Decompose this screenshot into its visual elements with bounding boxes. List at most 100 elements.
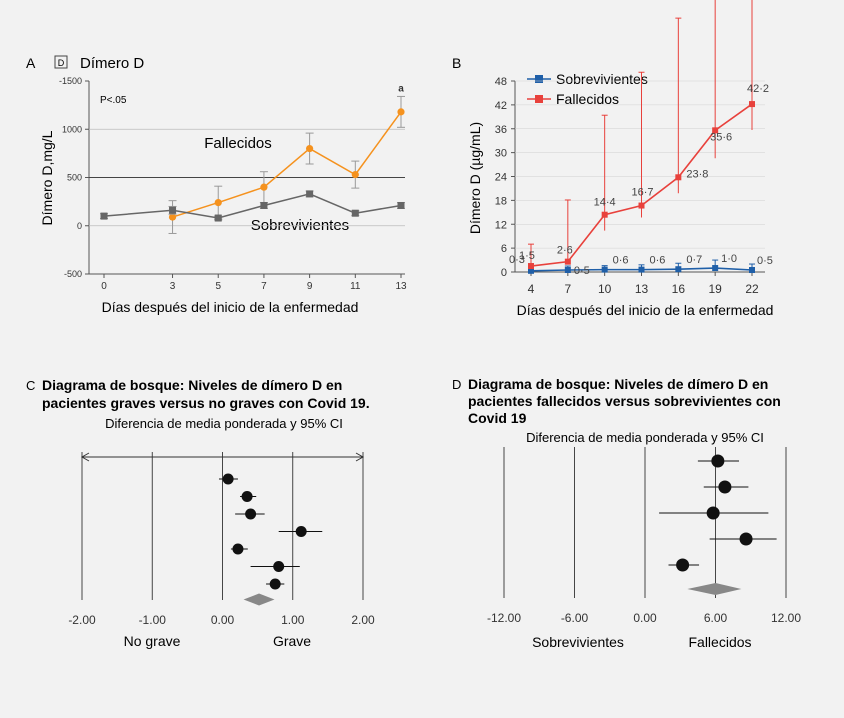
study-point xyxy=(245,508,257,520)
panel-d-plot: -12.00 -6.00 0.00 6.00 12.00 xyxy=(487,447,801,625)
d-box-icon xyxy=(54,55,68,69)
data-point xyxy=(675,266,682,273)
panel-a-plot: -500 0 500 1000 -1500 0 3 5 7 9 11 13 a xyxy=(59,76,407,292)
legend-label-sobrevivientes: Sobrevivientes xyxy=(556,71,648,87)
x-tick-label: 3 xyxy=(170,281,176,292)
x-tick-label: 0.00 xyxy=(211,613,235,627)
panel-b-xlabel: Días después del inicio de la enfermedad xyxy=(517,302,774,318)
data-point xyxy=(675,174,682,181)
y-tick-label: 18 xyxy=(495,195,507,207)
x-tick-label: 9 xyxy=(307,281,313,292)
x-tick-label: 0 xyxy=(101,281,107,292)
panel-a-xlabel: Días después del inicio de la enfermedad xyxy=(102,299,359,315)
x-tick-label: -2.00 xyxy=(68,613,96,627)
panel-b-legend: Sobrevivientes Fallecidos xyxy=(527,71,648,107)
x-tick-label: 19 xyxy=(708,282,722,296)
data-label: 35·6 xyxy=(710,131,732,143)
study-point xyxy=(711,454,725,468)
y-tick-label: -1500 xyxy=(59,76,82,86)
data-point xyxy=(306,190,314,198)
y-tick-label: 30 xyxy=(495,148,507,160)
x-tick-label: 11 xyxy=(350,281,361,292)
study-point xyxy=(706,506,720,520)
x-tick-label: 7 xyxy=(261,281,267,292)
legend-marker-fallecidos xyxy=(535,95,543,103)
data-label: 16·7 xyxy=(632,187,654,199)
arrow-right-icon xyxy=(355,452,365,462)
panel-a-pvalue: P<.05 xyxy=(100,95,127,106)
d-box-icon-label: D xyxy=(58,58,65,68)
x-tick-label: 1.00 xyxy=(281,613,305,627)
panel-b-ylabel: Dímero D (µg/mL) xyxy=(467,122,483,234)
x-tick-label: 13 xyxy=(395,281,407,292)
panel-d-title-line2: pacientes fallecidos versus sobrevivient… xyxy=(468,393,781,409)
x-tick-label: -6.00 xyxy=(561,611,589,625)
data-point xyxy=(214,214,222,222)
x-tick-label: 5 xyxy=(215,281,221,292)
data-label: 0·6 xyxy=(650,255,666,267)
data-point xyxy=(168,213,177,221)
y-tick-label: 6 xyxy=(501,243,507,255)
study-point xyxy=(739,532,753,546)
significance-mark: a xyxy=(398,83,404,94)
data-point xyxy=(100,212,108,220)
study-point xyxy=(222,473,234,485)
x-tick-label: 12.00 xyxy=(771,611,801,625)
data-label: 0·5 xyxy=(757,255,773,267)
study-point xyxy=(295,526,307,537)
study-point xyxy=(718,480,732,494)
y-tick-label: 1000 xyxy=(62,124,82,134)
x-tick-label: -1.00 xyxy=(139,613,167,627)
x-tick-label: 7 xyxy=(564,282,571,296)
data-point xyxy=(712,127,719,134)
panel-b: B Dímero D (µg/mL) Días después del inic… xyxy=(452,0,773,318)
panel-a: A D Dímero D P<.05 Dímero D,mg/L Días de… xyxy=(26,55,407,315)
data-label: 0·7 xyxy=(686,254,702,266)
data-label: 0·5 xyxy=(574,265,590,277)
panel-a-label-fallecidos: Fallecidos xyxy=(204,135,272,152)
study-point xyxy=(232,543,244,555)
legend-marker-sobrevivientes xyxy=(535,75,543,83)
panel-c: C Diagrama de bosque: Niveles de dímero … xyxy=(26,377,375,649)
y-tick-label: 36 xyxy=(495,124,507,136)
data-point xyxy=(749,101,755,108)
data-point xyxy=(214,198,222,207)
data-label: 14·4 xyxy=(594,197,616,209)
data-label: 0·3 xyxy=(509,254,525,266)
y-tick-label: 0 xyxy=(77,221,82,231)
y-tick-label: 48 xyxy=(495,76,507,88)
study-point xyxy=(241,491,253,502)
panel-a-letter: A xyxy=(26,55,36,71)
panel-c-title-line2: pacientes graves versus no graves con Co… xyxy=(42,395,370,411)
y-tick-label: 0 xyxy=(501,267,507,279)
x-tick-label: 13 xyxy=(635,282,649,296)
panel-c-subtitle: Diferencia de media ponderada y 95% CI xyxy=(105,416,343,431)
y-tick-label: -500 xyxy=(64,269,82,279)
data-label: 0·6 xyxy=(613,255,629,267)
study-point xyxy=(676,558,690,572)
data-label: 42·2 xyxy=(747,83,769,95)
series-line-fallecidos xyxy=(172,111,402,218)
x-tick-label: 22 xyxy=(745,282,759,296)
data-point xyxy=(564,258,571,265)
data-point xyxy=(351,171,359,179)
data-point xyxy=(351,209,359,217)
data-point xyxy=(169,206,177,214)
panel-d-subtitle: Diferencia de media ponderada y 95% CI xyxy=(526,430,764,445)
data-label: 1·5 xyxy=(519,250,535,262)
panel-d-letter: D xyxy=(452,377,461,392)
panel-c-title-line1: Diagrama de bosque: Niveles de dímero D … xyxy=(42,377,342,393)
x-tick-label: 10 xyxy=(598,282,612,296)
y-tick-label: 12 xyxy=(495,219,507,231)
panel-a-title: Dímero D xyxy=(80,55,144,72)
summary-diamond xyxy=(243,593,275,606)
data-point xyxy=(528,263,534,270)
panel-d-title-line1: Diagrama de bosque: Niveles de dímero D … xyxy=(468,376,768,392)
panel-d: D Diagrama de bosque: Niveles de dímero … xyxy=(452,376,801,650)
y-tick-label: 42 xyxy=(495,100,507,112)
x-tick-label: 0.00 xyxy=(633,611,657,625)
data-point xyxy=(749,267,755,274)
data-label: 23·8 xyxy=(686,168,708,180)
x-tick-label: 6.00 xyxy=(704,611,728,625)
data-point xyxy=(260,183,268,191)
